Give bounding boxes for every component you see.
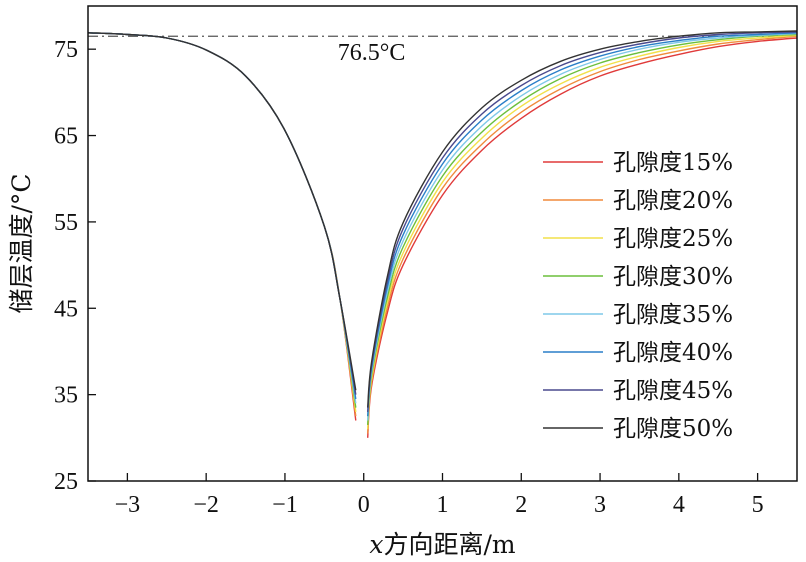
series-line-right xyxy=(367,31,798,412)
series-line-left xyxy=(87,32,357,391)
series-line-right xyxy=(367,32,798,421)
x-tick-label: 0 xyxy=(358,492,370,518)
series-line-left xyxy=(87,32,357,417)
y-tick-label: 25 xyxy=(54,469,78,495)
series-line-right xyxy=(367,34,798,430)
x-tick-label: 2 xyxy=(515,492,527,518)
y-tick-label: 45 xyxy=(54,296,78,322)
legend-entry: 孔隙度20% xyxy=(543,188,733,214)
y-tick-label: 75 xyxy=(54,37,78,63)
x-tick-label: 3 xyxy=(594,492,606,518)
series-line-right xyxy=(367,37,798,438)
series-line-right xyxy=(367,33,798,425)
legend-entry: 孔隙度40% xyxy=(543,340,733,366)
series-line-right xyxy=(367,30,798,408)
legend-label: 孔隙度40% xyxy=(613,340,733,366)
x-tick-label: −2 xyxy=(193,492,219,518)
legend-label: 孔隙度35% xyxy=(613,302,733,328)
x-tick-label: −3 xyxy=(115,492,141,518)
series-line-left xyxy=(87,32,357,404)
legend-label: 孔隙度45% xyxy=(613,378,733,404)
series-8 xyxy=(87,30,798,408)
legend-label: 孔隙度50% xyxy=(613,416,733,442)
series-group xyxy=(87,30,798,438)
y-tick-label: 35 xyxy=(54,383,78,409)
y-tick-label: 55 xyxy=(54,210,78,236)
legend-entry: 孔隙度15% xyxy=(543,150,733,176)
legend-entry: 孔隙度35% xyxy=(543,302,733,328)
series-line-left xyxy=(87,32,357,400)
y-axis-title: 储层温度/°C xyxy=(7,173,36,313)
x-tick-label: 1 xyxy=(437,492,449,518)
legend-label: 孔隙度20% xyxy=(613,188,733,214)
legend-label: 孔隙度30% xyxy=(613,264,733,290)
legend-label: 孔隙度25% xyxy=(613,226,733,252)
legend-label: 孔隙度15% xyxy=(613,150,733,176)
series-line-left xyxy=(87,32,357,412)
x-tick-label: 4 xyxy=(673,492,685,518)
y-tick-label: 65 xyxy=(54,124,78,150)
x-axis-title-text: 方向距离/m xyxy=(383,530,515,559)
legend: 孔隙度15% 孔隙度20% 孔隙度25% 孔隙度30% 孔隙度35% 孔隙度40% 孔隙度4… xyxy=(543,150,733,442)
x-axis-title: x方向距离/m xyxy=(369,530,516,559)
legend-entry: 孔隙度50% xyxy=(543,416,733,442)
series-line-right xyxy=(367,32,798,417)
reference-line-group: 76.5°C xyxy=(88,35,797,66)
series-line-left xyxy=(87,32,357,395)
series-line-right xyxy=(367,35,798,434)
x-axis-title-variable: x xyxy=(369,530,383,559)
x-tick-label: 5 xyxy=(752,492,764,518)
legend-entry: 孔隙度25% xyxy=(543,226,733,252)
reference-line-label: 76.5°C xyxy=(338,40,406,66)
legend-entry: 孔隙度30% xyxy=(543,264,733,290)
series-line-left xyxy=(87,32,357,421)
x-tick-label: −1 xyxy=(272,492,298,518)
legend-entry: 孔隙度45% xyxy=(543,378,733,404)
series-line-left xyxy=(87,32,357,408)
